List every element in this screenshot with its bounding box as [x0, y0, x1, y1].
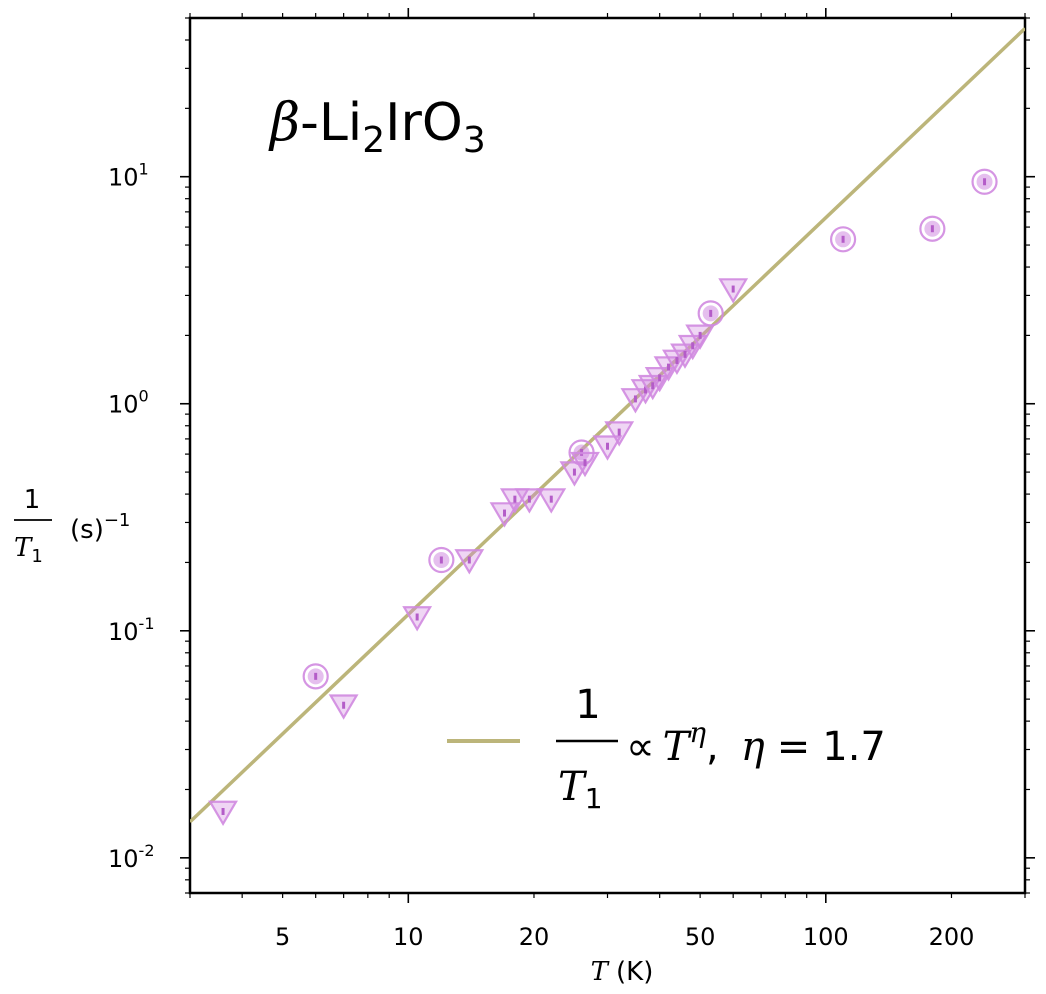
triangle-point	[570, 451, 600, 478]
y-label-unit: (s)−1	[70, 510, 130, 545]
x-tick-label: 20	[519, 923, 550, 951]
x-axis-unit: (K)	[616, 957, 653, 987]
y-tick-label: 10-1	[108, 614, 155, 646]
x-tick-label: 5	[275, 923, 290, 951]
y-label-denominator: T1	[14, 533, 43, 567]
annotation-sub2: 3	[463, 120, 486, 161]
data-markers	[208, 168, 998, 827]
y-label-numerator: 1	[24, 485, 41, 515]
plot-area	[188, 16, 1027, 895]
y-axis-label: 1 T1 (s)−1	[14, 485, 130, 567]
triangle-point	[489, 502, 520, 528]
triangle-point	[718, 278, 749, 304]
legend-param: η	[741, 724, 765, 770]
y-label-den-sub: 1	[31, 546, 42, 567]
triangle-point	[592, 435, 623, 461]
y-tick-label: 101	[108, 160, 149, 192]
y-tick-label: 100	[108, 387, 149, 419]
triangle-point	[685, 324, 716, 350]
x-tick-label: 50	[685, 923, 716, 951]
annotation-main: -Li	[300, 93, 362, 153]
legend-power-exp: η	[689, 716, 706, 749]
annotation-prefix: β	[268, 93, 300, 153]
x-tick-labels: 5 10 20 50 100 200	[275, 923, 974, 951]
x-tick-label: 100	[803, 923, 849, 951]
legend-value: 1.7	[822, 724, 886, 770]
circle-point	[971, 168, 998, 195]
y-label-unit-exp: −1	[104, 510, 131, 531]
triangle-point	[328, 694, 359, 720]
triangle-point	[514, 488, 545, 514]
legend-frac-den-sub: 1	[585, 782, 603, 815]
circle-point	[919, 215, 946, 242]
triangle-point	[402, 606, 433, 632]
triangle-point	[637, 374, 668, 401]
y-tick-labels: 10-2 10-1 100 101	[108, 160, 155, 873]
sample-annotation: β-Li2IrO3	[268, 93, 486, 161]
legend-relation: ∝ Tη, η = 1.7	[626, 716, 886, 770]
legend: 1 T1 ∝ Tη, η = 1.7	[447, 682, 886, 815]
y-label-den-symbol: T	[14, 533, 33, 563]
legend-frac-den-symbol: T	[558, 764, 588, 810]
annotation-sub1: 2	[362, 120, 385, 161]
x-axis-label: T (K)	[591, 957, 654, 987]
legend-propto: ∝	[626, 724, 655, 770]
legend-frac-num: 1	[575, 682, 600, 728]
x-tick-label: 10	[393, 923, 424, 951]
triangle-point	[499, 488, 530, 514]
annotation-mid: IrO	[385, 93, 463, 153]
circle-point	[302, 663, 329, 690]
triangle-point	[662, 349, 692, 376]
circle-point	[428, 546, 455, 574]
triangle-point	[604, 421, 635, 447]
circle-point	[829, 226, 857, 253]
triangle-point	[454, 549, 485, 575]
triangle-point	[536, 488, 567, 514]
legend-equals: =	[777, 724, 811, 770]
y-label-unit-text: (s)	[70, 515, 104, 545]
x-axis-symbol: T	[591, 957, 610, 987]
x-tick-label: 200	[929, 923, 975, 951]
y-tick-label: 10-2	[108, 841, 155, 873]
legend-power-base: T	[663, 724, 693, 770]
legend-frac-den: T1	[558, 764, 603, 815]
triangle-point	[208, 800, 238, 827]
legend-comma: ,	[706, 724, 719, 770]
axis-ticks	[180, 8, 1035, 903]
